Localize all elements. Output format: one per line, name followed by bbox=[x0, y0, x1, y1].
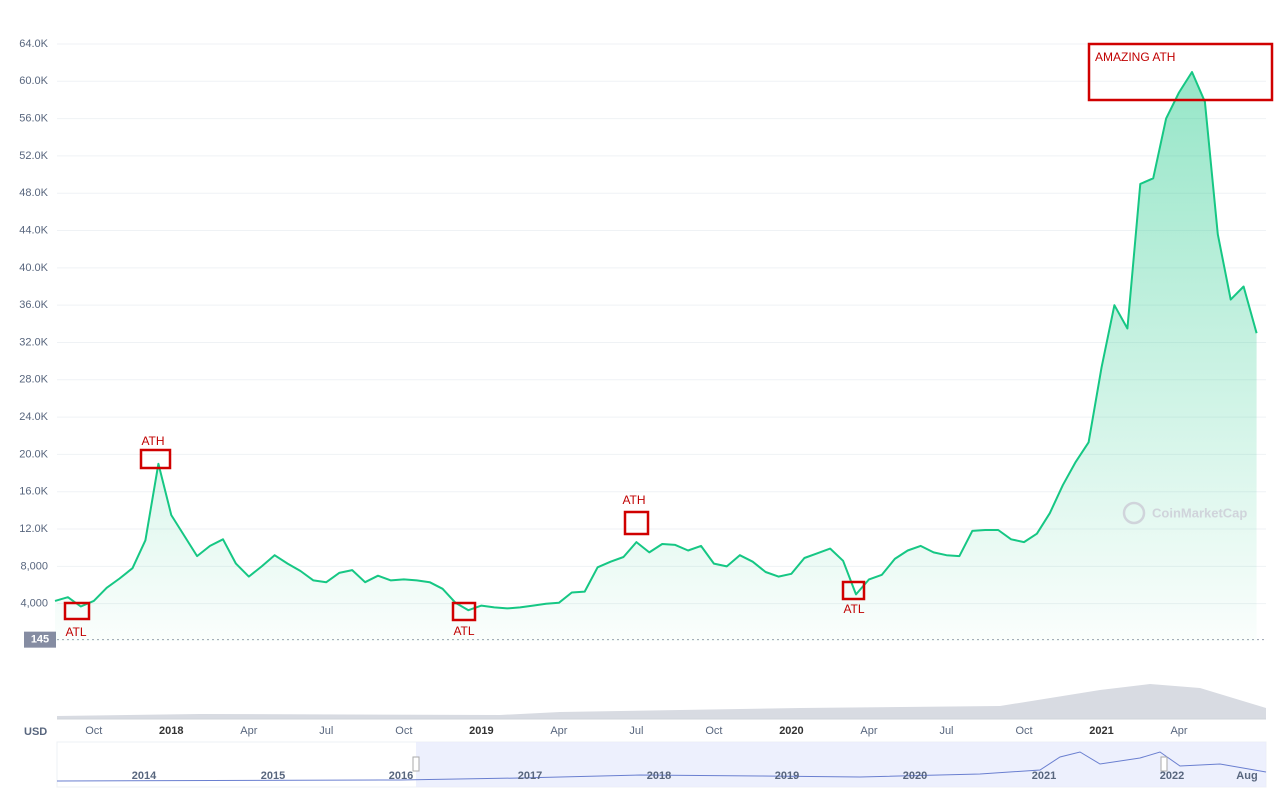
y-tick-label: 64.0K bbox=[19, 38, 48, 50]
navigator-label: 2020 bbox=[903, 770, 927, 782]
annotation-box bbox=[1087, 42, 1274, 102]
x-tick-label: Apr bbox=[1170, 725, 1187, 737]
annotation-label: ATL bbox=[453, 624, 474, 638]
annotation-label: ATL bbox=[843, 602, 864, 616]
volume-area bbox=[57, 684, 1266, 719]
y-tick-label: 20.0K bbox=[19, 448, 48, 460]
y-tick-label: 12.0K bbox=[19, 523, 48, 535]
y-tick-label: 36.0K bbox=[19, 299, 48, 311]
y-tick-label: 48.0K bbox=[19, 187, 48, 199]
x-tick-label: Oct bbox=[85, 725, 102, 737]
x-tick-label: Apr bbox=[550, 725, 567, 737]
x-tick-label: Oct bbox=[705, 725, 722, 737]
currency-label: USD bbox=[24, 726, 47, 738]
navigator-label: 2016 bbox=[389, 770, 413, 782]
navigator-label: Aug bbox=[1236, 770, 1257, 782]
y-tick-label: 28.0K bbox=[19, 374, 48, 386]
navigator-label: 2017 bbox=[518, 770, 542, 782]
navigator bbox=[56, 741, 1267, 788]
annotation-box bbox=[139, 448, 172, 470]
annotation-label: ATH bbox=[622, 493, 645, 507]
navigator-label: 2015 bbox=[261, 770, 285, 782]
annotations: ATL ATH ATL ATH ATL AMAZING ATH bbox=[63, 42, 1274, 639]
annotation-box bbox=[623, 510, 650, 536]
y-tick-label: 44.0K bbox=[19, 224, 48, 236]
navigator-label: 2014 bbox=[132, 770, 157, 782]
annotation-box bbox=[841, 580, 866, 601]
x-tick-label: 2018 bbox=[159, 725, 183, 737]
x-tick-label: Apr bbox=[860, 725, 877, 737]
x-tick-label: 2021 bbox=[1089, 725, 1113, 737]
x-tick-label: Jul bbox=[629, 725, 643, 737]
x-tick-label: Oct bbox=[395, 725, 412, 737]
y-tick-label: 60.0K bbox=[19, 75, 48, 87]
watermark: CoinMarketCap bbox=[1122, 501, 1247, 525]
y-tick-label: 40.0K bbox=[19, 262, 48, 274]
navigator-label: 2021 bbox=[1032, 770, 1056, 782]
y-tick-label: 32.0K bbox=[19, 336, 48, 348]
x-tick-label: Apr bbox=[240, 725, 257, 737]
y-tick-label: 52.0K bbox=[19, 150, 48, 162]
y-tick-label: 24.0K bbox=[19, 411, 48, 423]
annotation-label: AMAZING ATH bbox=[1095, 50, 1175, 64]
area bbox=[55, 72, 1257, 641]
navigator-labels: 2014 2015 2016 2017 2018 2019 2020 2021 2022 Aug bbox=[132, 770, 1258, 782]
annotation-label: ATL bbox=[65, 625, 86, 639]
plot bbox=[54, 71, 1258, 641]
navigator-label: 2018 bbox=[647, 770, 671, 782]
x-tick-label: 2019 bbox=[469, 725, 493, 737]
y-tick-label: 16.0K bbox=[19, 486, 48, 498]
x-tick-label: 2020 bbox=[779, 725, 803, 737]
price-marker-label: 145 bbox=[31, 634, 49, 646]
x-tick-label: Jul bbox=[319, 725, 333, 737]
annotation-box bbox=[451, 601, 477, 622]
x-tick-label: Oct bbox=[1015, 725, 1032, 737]
price-marker-box bbox=[24, 631, 56, 648]
navigator-label: 2019 bbox=[775, 770, 799, 782]
annotation-label: ATH bbox=[141, 434, 164, 448]
y-tick-label: 56.0K bbox=[19, 113, 48, 125]
price-line bbox=[54, 71, 1258, 612]
annotation-box bbox=[63, 601, 91, 621]
y-tick-label: 4,000 bbox=[20, 598, 48, 610]
watermark-text: CoinMarketCap bbox=[1152, 505, 1247, 520]
grid: 4,000 8,000 12.0K 16.0K 20.0K 24.0K 28.0K 32.0K… bbox=[19, 38, 1266, 737]
navigator-label: 2022 bbox=[1160, 770, 1184, 782]
y-tick-label: 8,000 bbox=[20, 560, 48, 572]
x-tick-label: Jul bbox=[939, 725, 953, 737]
